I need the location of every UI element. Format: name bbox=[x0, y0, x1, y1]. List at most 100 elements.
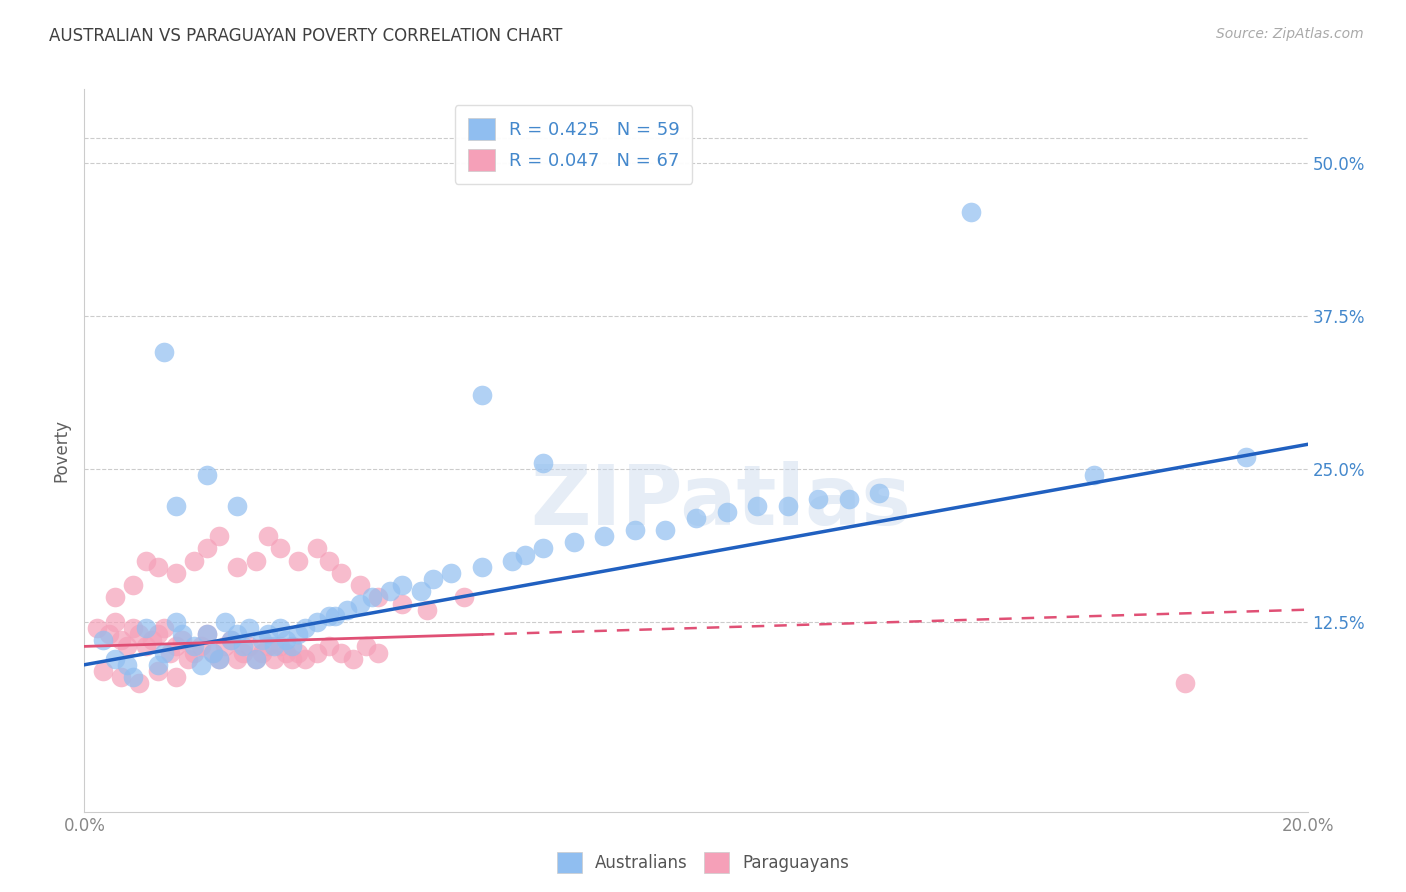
Point bbox=[471, 388, 494, 402]
Point bbox=[336, 602, 359, 616]
Point bbox=[165, 640, 187, 654]
Point bbox=[146, 627, 169, 641]
Point bbox=[624, 523, 647, 537]
Text: AUSTRALIAN VS PARAGUAYAN POVERTY CORRELATION CHART: AUSTRALIAN VS PARAGUAYAN POVERTY CORRELA… bbox=[49, 27, 562, 45]
Point bbox=[330, 646, 353, 660]
Point bbox=[562, 535, 585, 549]
Point bbox=[257, 627, 280, 641]
Point bbox=[349, 578, 371, 592]
Point bbox=[453, 591, 475, 605]
Point bbox=[115, 640, 138, 654]
Point bbox=[360, 591, 382, 605]
Point bbox=[219, 633, 242, 648]
Point bbox=[219, 633, 242, 648]
Point bbox=[776, 499, 799, 513]
Point bbox=[716, 505, 738, 519]
Point bbox=[201, 646, 224, 660]
Point bbox=[531, 541, 554, 556]
Point bbox=[305, 541, 328, 556]
Point bbox=[122, 578, 145, 592]
Point bbox=[214, 640, 236, 654]
Point bbox=[226, 651, 249, 665]
Point bbox=[226, 499, 249, 513]
Point bbox=[238, 640, 260, 654]
Legend: Australians, Paraguayans: Australians, Paraguayans bbox=[550, 846, 856, 880]
Point bbox=[232, 646, 254, 660]
Point bbox=[245, 651, 267, 665]
Point bbox=[294, 651, 316, 665]
Point bbox=[232, 640, 254, 654]
Point bbox=[146, 664, 169, 678]
Point bbox=[250, 646, 273, 660]
Point bbox=[146, 559, 169, 574]
Point bbox=[276, 633, 298, 648]
Point bbox=[250, 633, 273, 648]
Point bbox=[391, 578, 413, 592]
Point bbox=[183, 640, 205, 654]
Point bbox=[208, 651, 231, 665]
Point bbox=[195, 627, 218, 641]
Point bbox=[153, 646, 176, 660]
Y-axis label: Poverty: Poverty bbox=[52, 419, 70, 482]
Point bbox=[226, 627, 249, 641]
Point bbox=[263, 640, 285, 654]
Point bbox=[1236, 450, 1258, 464]
Point bbox=[502, 554, 524, 568]
Text: Source: ZipAtlas.com: Source: ZipAtlas.com bbox=[1216, 27, 1364, 41]
Point bbox=[531, 456, 554, 470]
Point bbox=[115, 657, 138, 672]
Point bbox=[190, 657, 212, 672]
Point bbox=[367, 646, 389, 660]
Point bbox=[91, 633, 114, 648]
Point bbox=[172, 627, 194, 641]
Point bbox=[354, 640, 377, 654]
Point bbox=[440, 566, 463, 580]
Point bbox=[238, 621, 260, 635]
Point bbox=[104, 615, 127, 629]
Point bbox=[287, 646, 309, 660]
Point bbox=[380, 584, 402, 599]
Point bbox=[685, 511, 707, 525]
Point bbox=[122, 621, 145, 635]
Point bbox=[122, 670, 145, 684]
Point bbox=[263, 651, 285, 665]
Point bbox=[153, 621, 176, 635]
Point bbox=[654, 523, 676, 537]
Point bbox=[165, 499, 187, 513]
Point bbox=[257, 529, 280, 543]
Point bbox=[269, 640, 291, 654]
Point bbox=[287, 627, 309, 641]
Point bbox=[153, 345, 176, 359]
Point bbox=[318, 608, 340, 623]
Point bbox=[276, 646, 298, 660]
Point bbox=[1083, 467, 1105, 482]
Point bbox=[165, 670, 187, 684]
Point bbox=[183, 554, 205, 568]
Point bbox=[1174, 676, 1197, 690]
Point bbox=[257, 640, 280, 654]
Point bbox=[269, 541, 291, 556]
Point bbox=[281, 651, 304, 665]
Point bbox=[960, 204, 983, 219]
Point bbox=[201, 646, 224, 660]
Point bbox=[195, 541, 218, 556]
Point bbox=[86, 621, 108, 635]
Point bbox=[294, 621, 316, 635]
Point bbox=[318, 554, 340, 568]
Point bbox=[391, 597, 413, 611]
Point bbox=[159, 646, 181, 660]
Point bbox=[869, 486, 891, 500]
Point bbox=[305, 646, 328, 660]
Point bbox=[104, 651, 127, 665]
Point bbox=[104, 591, 127, 605]
Point bbox=[287, 554, 309, 568]
Point bbox=[141, 633, 163, 648]
Point bbox=[226, 559, 249, 574]
Point bbox=[323, 608, 346, 623]
Point bbox=[128, 627, 150, 641]
Point bbox=[146, 657, 169, 672]
Point bbox=[128, 676, 150, 690]
Point bbox=[208, 529, 231, 543]
Point bbox=[110, 633, 132, 648]
Point bbox=[110, 670, 132, 684]
